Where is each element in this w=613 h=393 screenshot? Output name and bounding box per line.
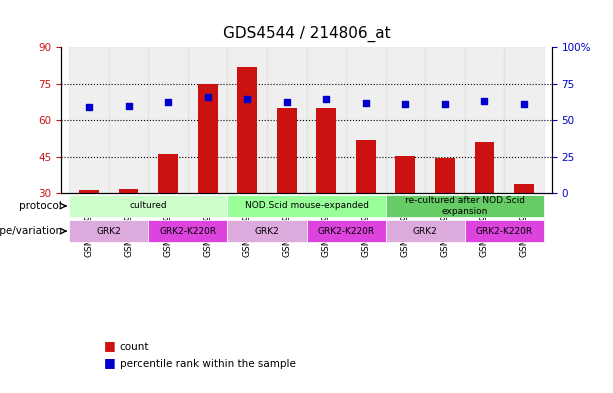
FancyBboxPatch shape (386, 220, 465, 242)
Bar (514, 184, 534, 193)
Bar (198, 84, 218, 193)
Text: GDS4544 / 214806_at: GDS4544 / 214806_at (223, 26, 390, 42)
Bar (188, 47, 227, 193)
Point (519, 101, 529, 107)
Text: GRK2-K220R: GRK2-K220R (476, 227, 533, 235)
Bar (395, 156, 415, 193)
FancyBboxPatch shape (227, 220, 306, 242)
FancyBboxPatch shape (386, 195, 544, 217)
Point (361, 99, 371, 106)
Bar (435, 158, 455, 193)
Bar (474, 142, 494, 193)
Text: ■: ■ (104, 356, 116, 369)
Bar (465, 47, 504, 193)
Text: count: count (120, 342, 149, 352)
FancyBboxPatch shape (227, 195, 386, 217)
Bar (237, 67, 257, 193)
Bar (148, 47, 188, 193)
Point (440, 101, 450, 107)
Bar (277, 108, 297, 193)
FancyBboxPatch shape (306, 220, 386, 242)
Bar (158, 154, 178, 193)
Point (321, 96, 331, 102)
Point (479, 97, 489, 104)
Text: ■: ■ (104, 339, 116, 352)
Bar (386, 47, 425, 193)
Text: cultured: cultured (129, 202, 167, 211)
Point (203, 94, 213, 100)
FancyBboxPatch shape (148, 220, 227, 242)
Bar (346, 47, 386, 193)
FancyBboxPatch shape (465, 220, 544, 242)
Bar (119, 189, 139, 193)
Point (400, 101, 410, 107)
Bar (316, 108, 336, 193)
Point (282, 99, 292, 105)
Text: NOD.Scid mouse-expanded: NOD.Scid mouse-expanded (245, 202, 368, 211)
Text: GRK2: GRK2 (96, 227, 121, 235)
Bar (227, 47, 267, 193)
Bar (79, 190, 99, 193)
Bar (109, 47, 148, 193)
Text: GRK2: GRK2 (254, 227, 280, 235)
Text: protocol: protocol (20, 201, 62, 211)
Text: GRK2-K220R: GRK2-K220R (318, 227, 375, 235)
Point (84, 104, 94, 110)
Bar (69, 47, 109, 193)
FancyBboxPatch shape (69, 195, 227, 217)
Bar (306, 47, 346, 193)
Text: percentile rank within the sample: percentile rank within the sample (120, 360, 295, 369)
Bar (425, 47, 465, 193)
Point (242, 96, 252, 102)
Bar (356, 140, 376, 193)
Point (124, 103, 134, 110)
Text: GRK2-K220R: GRK2-K220R (159, 227, 216, 235)
Text: re-cultured after NOD.Scid
expansion: re-cultured after NOD.Scid expansion (405, 196, 525, 216)
Point (163, 99, 173, 105)
Bar (267, 47, 306, 193)
FancyBboxPatch shape (69, 220, 148, 242)
Text: genotype/variation: genotype/variation (0, 226, 62, 236)
Bar (504, 47, 544, 193)
Text: GRK2: GRK2 (413, 227, 438, 235)
